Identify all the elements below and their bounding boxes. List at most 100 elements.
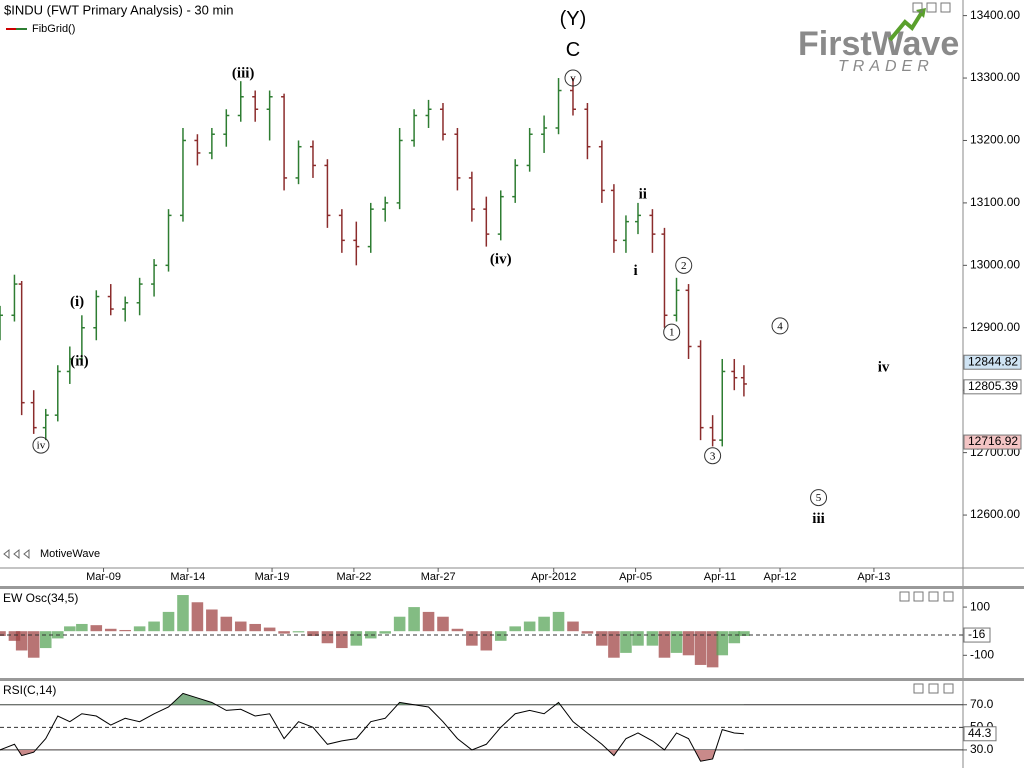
histogram-bar bbox=[90, 625, 103, 632]
x-tick-label: Apr-13 bbox=[857, 571, 890, 583]
logo-subtitle: TRADER bbox=[838, 58, 934, 75]
price-marker-label: 12844.82 bbox=[968, 354, 1018, 368]
histogram-bar bbox=[148, 621, 160, 632]
histogram-bar bbox=[494, 631, 507, 641]
histogram-bar bbox=[321, 631, 334, 644]
wave-label: iii bbox=[812, 511, 825, 527]
price-marker-label: 12716.92 bbox=[968, 434, 1018, 448]
histogram-bar bbox=[451, 628, 464, 632]
histogram-bar bbox=[738, 631, 750, 637]
wave-label: (Y) bbox=[560, 8, 587, 30]
wave-label: 5 bbox=[816, 492, 822, 504]
histogram-bar bbox=[206, 609, 218, 632]
histogram-bar bbox=[162, 611, 175, 632]
histogram-bar bbox=[0, 631, 6, 637]
x-tick-label: Mar-14 bbox=[170, 571, 205, 583]
histogram-bar bbox=[119, 629, 131, 632]
logo-arrow bbox=[888, 10, 924, 42]
y-tick-label: 70.0 bbox=[970, 697, 994, 711]
x-tick-label: Apr-12 bbox=[764, 571, 797, 583]
histogram-bar bbox=[379, 631, 391, 634]
histogram-bar bbox=[8, 631, 21, 641]
wave-circle bbox=[663, 323, 681, 341]
histogram-bar bbox=[646, 631, 659, 646]
overbought-fill bbox=[0, 693, 744, 705]
wave-label: ii bbox=[639, 187, 647, 203]
y-tick-label: 13400.00 bbox=[970, 8, 1020, 22]
histogram-bar bbox=[336, 631, 348, 649]
logo: FirstWave bbox=[798, 25, 959, 63]
y-tick-label: 13200.00 bbox=[970, 133, 1020, 147]
histogram-bar bbox=[422, 611, 435, 632]
histogram-bar bbox=[620, 631, 632, 653]
wave-label: v bbox=[570, 73, 576, 85]
histogram-bar bbox=[716, 631, 729, 656]
wave-circle bbox=[564, 69, 582, 87]
wave-label: (iv) bbox=[490, 252, 512, 268]
y-tick-label: -100 bbox=[970, 647, 994, 661]
button[interactable] bbox=[912, 2, 923, 13]
histogram-bar bbox=[466, 631, 478, 646]
histogram-bar bbox=[263, 627, 276, 632]
histogram-bar bbox=[567, 621, 579, 632]
histogram-bar bbox=[278, 631, 290, 634]
histogram-bar bbox=[509, 626, 521, 632]
pane-divider bbox=[0, 586, 1024, 589]
button[interactable] bbox=[913, 591, 924, 602]
histogram-bar bbox=[64, 626, 76, 632]
marker-box bbox=[963, 726, 997, 742]
button[interactable] bbox=[943, 591, 954, 602]
x-tick-label: Mar-27 bbox=[421, 571, 456, 583]
histogram-bar bbox=[364, 631, 377, 639]
button[interactable] bbox=[899, 591, 910, 602]
price-marker bbox=[963, 434, 1022, 450]
y-tick-label: 13000.00 bbox=[970, 258, 1020, 272]
marker-label: 44.3 bbox=[968, 726, 992, 740]
wave-label: i bbox=[633, 263, 637, 279]
brand: MotiveWave bbox=[40, 548, 100, 560]
histogram-bar bbox=[658, 631, 671, 658]
indicator-label: FibGrid() bbox=[32, 23, 75, 35]
x-tick-label: Mar-09 bbox=[86, 571, 121, 583]
wave-circle bbox=[704, 447, 722, 465]
wave-label: (iii) bbox=[232, 65, 255, 81]
wave-label: 1 bbox=[669, 327, 675, 339]
histogram-bar bbox=[39, 631, 52, 649]
histogram-bar bbox=[249, 623, 261, 632]
y-tick-label: 13100.00 bbox=[970, 195, 1020, 209]
button[interactable] bbox=[940, 2, 951, 13]
pane-title: EW Osc(34,5) bbox=[3, 591, 78, 605]
wave-label: iv bbox=[878, 360, 890, 376]
wave-circle bbox=[810, 489, 828, 507]
button[interactable] bbox=[926, 2, 937, 13]
histogram-bar bbox=[393, 616, 406, 632]
histogram-bar bbox=[538, 616, 550, 632]
x-tick-label: Mar-22 bbox=[336, 571, 371, 583]
histogram-bar bbox=[177, 595, 189, 632]
histogram-bar bbox=[632, 631, 644, 646]
histogram-bar bbox=[133, 626, 146, 632]
y-tick-label: 13300.00 bbox=[970, 70, 1020, 84]
histogram-bar bbox=[437, 616, 449, 632]
histogram-bar bbox=[220, 616, 233, 632]
wave-label: 3 bbox=[710, 450, 716, 462]
histogram-bar bbox=[104, 628, 117, 632]
histogram-bar bbox=[728, 631, 741, 644]
histogram-bar bbox=[480, 631, 493, 651]
histogram-bar bbox=[350, 631, 363, 646]
y-tick-label: 100 bbox=[970, 599, 990, 613]
x-tick-label: Apr-2012 bbox=[531, 571, 576, 583]
button[interactable] bbox=[913, 683, 924, 694]
wave-label: (i) bbox=[70, 294, 84, 310]
nav-arrows[interactable] bbox=[3, 548, 30, 560]
button[interactable] bbox=[943, 683, 954, 694]
wave-label: (ii) bbox=[70, 353, 88, 369]
button[interactable] bbox=[928, 683, 939, 694]
panel-buttons[interactable] bbox=[899, 2, 954, 694]
histogram-bar bbox=[76, 623, 88, 632]
button[interactable] bbox=[928, 591, 939, 602]
histogram-bar bbox=[234, 621, 247, 632]
pane-title: RSI(C,14) bbox=[3, 683, 56, 697]
chart-title: $INDU (FWT Primary Analysis) - 30 min bbox=[4, 2, 233, 17]
